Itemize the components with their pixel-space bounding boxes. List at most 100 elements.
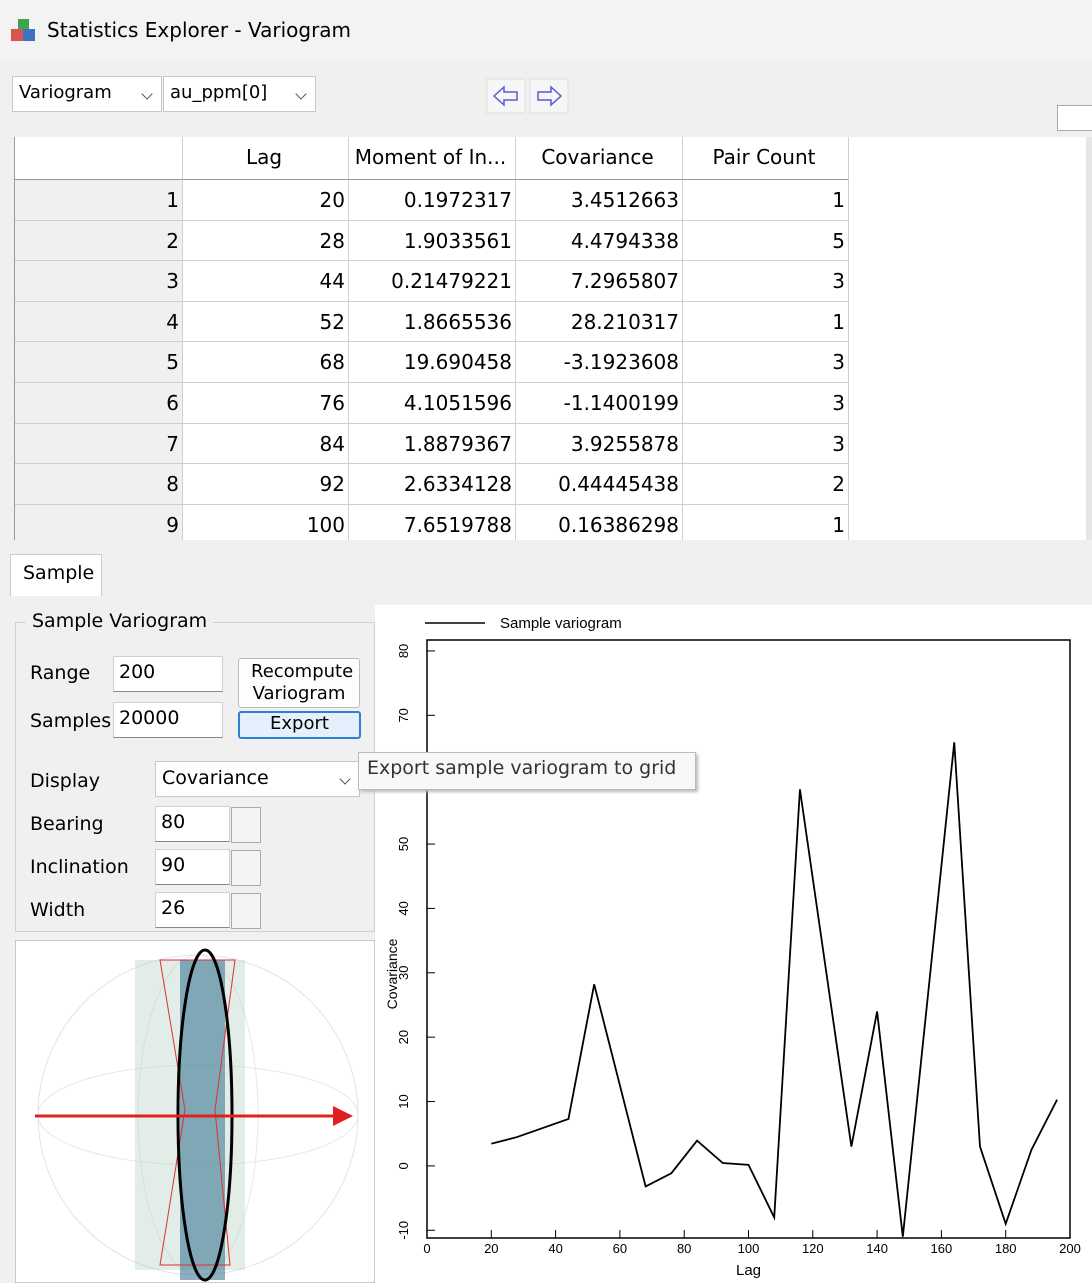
x-tick-label: 180 bbox=[995, 1241, 1017, 1256]
x-tick-label: 100 bbox=[738, 1241, 760, 1256]
data-line bbox=[491, 742, 1057, 1236]
x-tick-label: 20 bbox=[484, 1241, 498, 1256]
table-cell: 28.210317 bbox=[516, 302, 683, 343]
table-cell: 3 bbox=[683, 342, 849, 383]
recompute-button[interactable]: Recompute Variogram bbox=[238, 658, 360, 708]
x-tick-label: 120 bbox=[802, 1241, 824, 1256]
table-cell: 76 bbox=[183, 383, 349, 424]
table-cell: 1 bbox=[683, 505, 849, 540]
table-cell: 1.9033561 bbox=[349, 221, 516, 262]
row-header: 9 bbox=[15, 505, 183, 540]
display-dropdown[interactable]: Covariance bbox=[155, 761, 360, 797]
table-cell: 1.8879367 bbox=[349, 424, 516, 465]
tooltip: Export sample variogram to grid bbox=[358, 752, 696, 790]
row-header: 6 bbox=[15, 383, 183, 424]
y-tick-label: 20 bbox=[396, 1030, 411, 1044]
y-tick-label: -10 bbox=[396, 1221, 411, 1240]
table-cell: 1 bbox=[683, 180, 849, 221]
collapse-button[interactable] bbox=[1057, 105, 1092, 131]
row-header: 8 bbox=[15, 464, 183, 505]
x-tick-label: 40 bbox=[548, 1241, 562, 1256]
table-cell: 68 bbox=[183, 342, 349, 383]
orientation-view bbox=[15, 940, 375, 1283]
window-title: Statistics Explorer - Variogram bbox=[47, 18, 351, 42]
scrollbar bbox=[1086, 137, 1092, 540]
x-tick-label: 60 bbox=[613, 1241, 627, 1256]
x-axis-label: Lag bbox=[736, 1262, 761, 1279]
table-cell: 3 bbox=[683, 261, 849, 302]
y-tick-label: 0 bbox=[396, 1162, 411, 1169]
y-axis-label: Covariance bbox=[384, 938, 400, 1009]
back-button[interactable] bbox=[487, 79, 525, 113]
row-header: 5 bbox=[15, 342, 183, 383]
forward-button[interactable] bbox=[530, 79, 568, 113]
x-tick-label: 80 bbox=[677, 1241, 691, 1256]
table-cell: 1.8665536 bbox=[349, 302, 516, 343]
plot-frame bbox=[427, 640, 1070, 1238]
table-cell: 0.21479221 bbox=[349, 261, 516, 302]
row-header: 3 bbox=[15, 261, 183, 302]
column-header: Lag bbox=[183, 137, 349, 180]
spinner[interactable] bbox=[231, 893, 261, 929]
table-cell: 0.16386298 bbox=[516, 505, 683, 540]
y-tick-label: 80 bbox=[396, 644, 411, 658]
export-button[interactable]: Export bbox=[238, 711, 361, 739]
table-cell: 100 bbox=[183, 505, 349, 540]
table-cell: 44 bbox=[183, 261, 349, 302]
variable-dropdown[interactable]: au_ppm[0] bbox=[163, 76, 316, 112]
column-header: Pair Count bbox=[683, 137, 849, 180]
table-cell: 2 bbox=[683, 464, 849, 505]
spinner[interactable] bbox=[231, 850, 261, 886]
table-cell: 19.690458 bbox=[349, 342, 516, 383]
inclination-label: Inclination bbox=[30, 856, 129, 878]
y-tick-label: 10 bbox=[396, 1094, 411, 1108]
inclination-input[interactable]: 90 bbox=[155, 849, 230, 885]
table-cell: 5 bbox=[683, 221, 849, 262]
y-tick-label: 40 bbox=[396, 901, 411, 915]
table-cell: 0.1972317 bbox=[349, 180, 516, 221]
x-tick-label: 200 bbox=[1059, 1241, 1081, 1256]
app-icon bbox=[10, 18, 38, 44]
table-cell: 52 bbox=[183, 302, 349, 343]
table-cell: 3 bbox=[683, 383, 849, 424]
samples-label: Samples bbox=[30, 710, 111, 732]
group-title: Sample Variogram bbox=[26, 610, 213, 632]
title-bar: Statistics Explorer - Variogram bbox=[0, 0, 1092, 62]
bearing-value: 80 bbox=[161, 811, 185, 833]
inclination-value: 90 bbox=[161, 854, 185, 876]
column-header bbox=[15, 137, 183, 180]
bearing-label: Bearing bbox=[30, 813, 104, 835]
table-cell: 84 bbox=[183, 424, 349, 465]
table-cell: 7.2965807 bbox=[516, 261, 683, 302]
y-tick-label: 70 bbox=[396, 708, 411, 722]
tab[interactable]: Sample bbox=[10, 554, 102, 596]
row-header: 1 bbox=[15, 180, 183, 221]
page: Statistics Explorer - Variogram Variogra… bbox=[0, 0, 1092, 1283]
table-cell: 7.6519788 bbox=[349, 505, 516, 540]
bearing-input[interactable]: 80 bbox=[155, 806, 230, 842]
table-cell: 92 bbox=[183, 464, 349, 505]
table-cell: 28 bbox=[183, 221, 349, 262]
width-value: 26 bbox=[161, 897, 185, 919]
table-cell: 3.9255878 bbox=[516, 424, 683, 465]
table-cell: 1 bbox=[683, 302, 849, 343]
samples-input[interactable]: 20000 bbox=[113, 702, 223, 738]
legend-label: Sample variogram bbox=[500, 615, 622, 632]
x-tick-label: 140 bbox=[866, 1241, 888, 1256]
table-cell: -1.1400199 bbox=[516, 383, 683, 424]
x-tick-label: 160 bbox=[931, 1241, 953, 1256]
width-input[interactable]: 26 bbox=[155, 892, 230, 928]
range-label: Range bbox=[30, 662, 90, 684]
view-dropdown[interactable]: Variogram bbox=[12, 76, 162, 112]
table-cell: 4.1051596 bbox=[349, 383, 516, 424]
range-input[interactable]: 200 bbox=[113, 656, 223, 692]
width-label: Width bbox=[30, 899, 85, 921]
spinner[interactable] bbox=[231, 807, 261, 843]
tab-strip: Sample bbox=[0, 548, 1092, 608]
table-cell: -3.1923608 bbox=[516, 342, 683, 383]
table-cell: 2.6334128 bbox=[349, 464, 516, 505]
nav-buttons bbox=[486, 78, 570, 114]
column-header: Covariance bbox=[516, 137, 683, 180]
